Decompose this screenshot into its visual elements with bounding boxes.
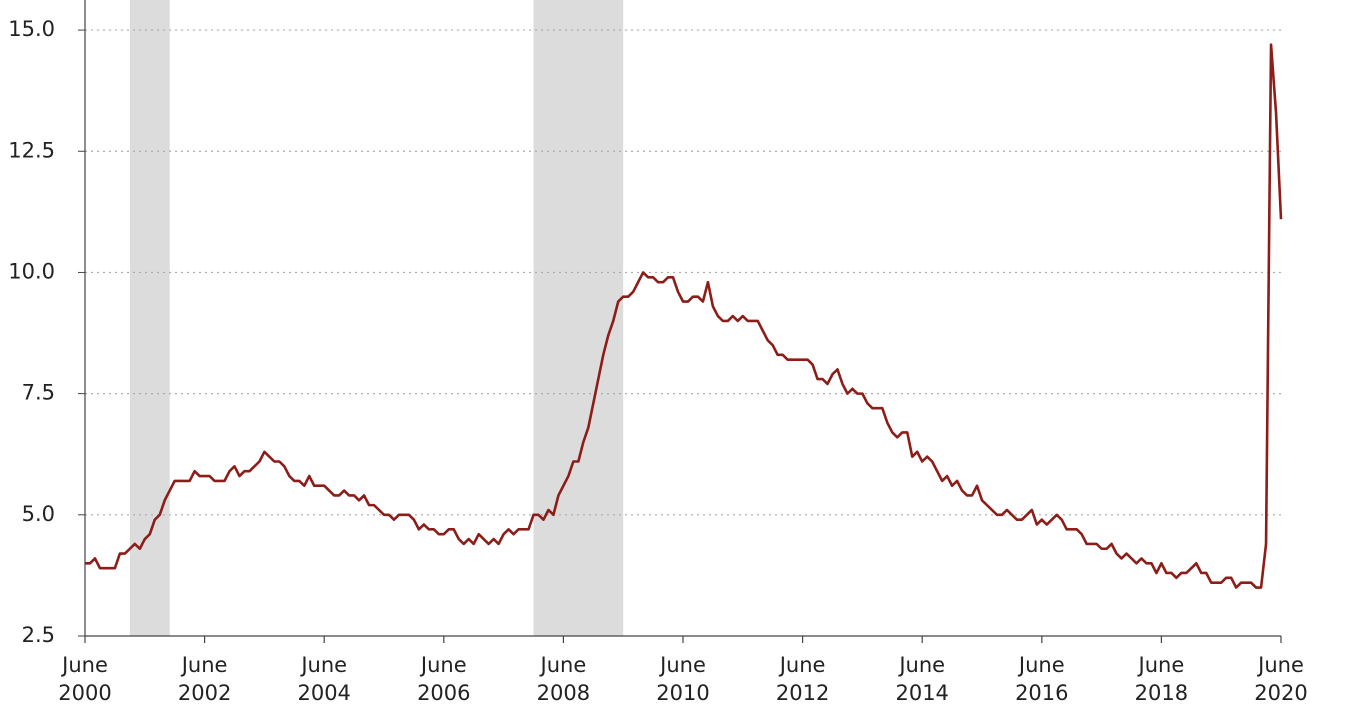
x-tick-label: June 2018: [1135, 653, 1188, 705]
x-tick-label: June 2012: [776, 653, 829, 705]
recession-band: [129, 0, 170, 636]
x-tick-label-line: June: [419, 653, 467, 677]
x-tick-label: June 2006: [417, 653, 470, 705]
x-tick-label-line: June: [897, 653, 945, 677]
x-tick-label-line: June: [299, 653, 347, 677]
x-tick-label-line: 2016: [1015, 681, 1068, 705]
x-tick-label-line: 2000: [58, 681, 111, 705]
x-tick-label-line: 2008: [537, 681, 590, 705]
x-tick-label-line: 2020: [1254, 681, 1307, 705]
x-tick-label: June 2004: [297, 653, 350, 705]
y-tick-label: 5.0: [22, 502, 55, 526]
x-tick-label-line: June: [539, 653, 587, 677]
x-tick-label-line: June: [180, 653, 228, 677]
x-tick-label: June 2020: [1254, 653, 1307, 705]
x-tick-label-line: 2010: [656, 681, 709, 705]
x-tick-label: June 2002: [178, 653, 231, 705]
x-tick-label-line: 2002: [178, 681, 231, 705]
x-tick-label: June 2016: [1015, 653, 1068, 705]
y-tick-label: 2.5: [22, 623, 55, 647]
x-tick-label-line: 2018: [1135, 681, 1188, 705]
x-tick-label: June 2010: [656, 653, 709, 705]
x-tick-label-line: June: [1017, 653, 1065, 677]
x-tick-label-line: 2012: [776, 681, 829, 705]
x-tick-label-line: 2004: [297, 681, 350, 705]
x-tick-label: June 2008: [537, 653, 590, 705]
y-tick-label: 12.5: [8, 138, 55, 162]
y-tick-label: 7.5: [22, 381, 55, 405]
x-tick-label-line: 2006: [417, 681, 470, 705]
recession-band: [533, 0, 624, 636]
x-tick-label-line: June: [1256, 653, 1304, 677]
x-tick-label: June 2000: [58, 653, 111, 705]
x-tick-label: June 2014: [895, 653, 948, 705]
y-tick-label: 15.0: [8, 17, 55, 41]
y-tick-label: 10.0: [8, 259, 55, 283]
x-tick-label-line: June: [1137, 653, 1185, 677]
x-tick-label-line: June: [658, 653, 706, 677]
x-tick-label-line: June: [778, 653, 826, 677]
x-tick-label-line: June: [60, 653, 108, 677]
x-tick-label-line: 2014: [895, 681, 948, 705]
data-line: [85, 43, 1283, 589]
